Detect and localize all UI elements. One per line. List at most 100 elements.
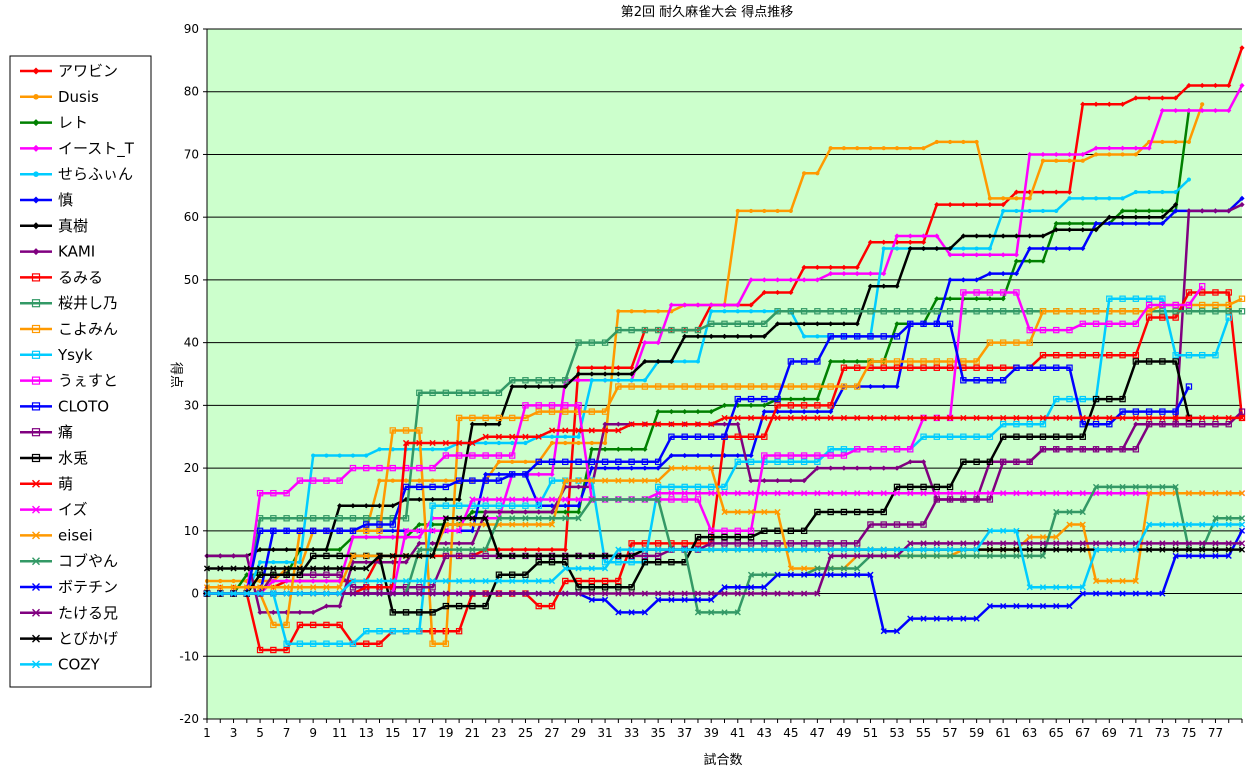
data-point — [615, 326, 622, 334]
data-point — [986, 552, 993, 560]
data-point — [748, 302, 754, 308]
x-tick-label: 51 — [863, 726, 878, 740]
data-point — [231, 578, 236, 584]
data-point — [641, 477, 648, 484]
data-point — [747, 527, 755, 535]
data-point — [973, 458, 980, 466]
data-point — [575, 515, 582, 522]
data-point — [1185, 383, 1193, 390]
data-point — [827, 383, 834, 390]
data-point — [1120, 152, 1125, 157]
data-point — [575, 565, 582, 572]
y-tick-label: -20 — [179, 712, 199, 726]
data-point — [947, 139, 953, 144]
data-point — [1159, 301, 1166, 309]
x-tick-label: 13 — [359, 726, 374, 740]
data-point — [999, 458, 1007, 466]
data-point — [376, 577, 383, 585]
data-point — [867, 414, 874, 422]
data-point — [641, 552, 649, 560]
data-point — [296, 584, 303, 591]
data-point — [708, 527, 715, 535]
data-point — [628, 590, 635, 597]
data-point — [469, 421, 475, 427]
data-point — [616, 378, 621, 383]
data-point — [907, 358, 914, 365]
data-point — [1039, 364, 1047, 371]
data-point — [1212, 82, 1219, 89]
series-lines — [203, 45, 1246, 654]
x-axis-label: 試合数 — [703, 752, 742, 768]
data-point — [257, 560, 263, 565]
data-point — [588, 565, 595, 572]
data-point — [814, 396, 820, 402]
data-point — [774, 289, 781, 296]
data-point — [548, 458, 556, 466]
data-point — [867, 333, 874, 340]
data-point — [668, 409, 675, 415]
data-point — [1079, 351, 1086, 359]
data-point — [1039, 351, 1047, 359]
data-point — [456, 439, 463, 447]
data-point — [429, 521, 436, 528]
data-point — [1239, 82, 1245, 89]
data-point — [350, 503, 356, 509]
data-point — [1199, 540, 1206, 547]
data-point — [323, 477, 330, 484]
data-point — [217, 553, 223, 559]
data-point — [548, 590, 556, 597]
data-point — [1159, 358, 1166, 365]
data-point — [628, 558, 635, 566]
data-point — [1186, 107, 1192, 114]
data-point — [1198, 301, 1206, 309]
data-point — [548, 427, 556, 434]
data-point — [655, 340, 661, 346]
data-point — [230, 565, 237, 572]
data-point — [1199, 414, 1206, 422]
data-point — [482, 515, 489, 522]
data-point — [907, 540, 914, 547]
data-point — [1212, 351, 1219, 359]
data-point — [1053, 533, 1060, 541]
data-point — [814, 540, 821, 547]
data-point — [588, 584, 596, 591]
data-point — [469, 414, 476, 422]
data-point — [655, 490, 662, 497]
data-point — [1093, 101, 1099, 107]
data-point — [734, 490, 741, 497]
data-point — [1212, 540, 1219, 547]
data-point — [417, 478, 422, 483]
series-line — [207, 322, 1191, 595]
data-point — [217, 565, 224, 572]
data-point — [510, 459, 515, 464]
data-point — [495, 389, 503, 397]
data-point — [1198, 420, 1206, 428]
data-point — [761, 546, 768, 553]
data-point — [495, 515, 503, 522]
legend-marker — [32, 531, 40, 540]
data-point — [1146, 95, 1152, 101]
data-point — [1079, 395, 1086, 403]
data-point — [986, 308, 994, 315]
data-point — [389, 590, 396, 597]
data-point — [416, 540, 422, 546]
data-point — [548, 515, 556, 522]
data-point — [377, 478, 382, 483]
data-point — [1133, 208, 1139, 214]
data-point — [509, 383, 515, 390]
x-tick-label: 7 — [283, 726, 291, 740]
y-tick-label: 20 — [184, 461, 199, 475]
data-point — [907, 245, 913, 252]
data-point — [495, 477, 503, 484]
data-point — [496, 547, 502, 553]
data-point — [946, 540, 954, 547]
data-point — [1185, 490, 1193, 497]
data-point — [256, 584, 264, 591]
data-point — [309, 552, 317, 560]
data-point — [1146, 145, 1152, 151]
data-point — [349, 584, 357, 591]
data-point — [656, 309, 661, 314]
legend-marker — [32, 660, 40, 669]
data-point — [987, 252, 993, 258]
data-point — [814, 590, 821, 597]
